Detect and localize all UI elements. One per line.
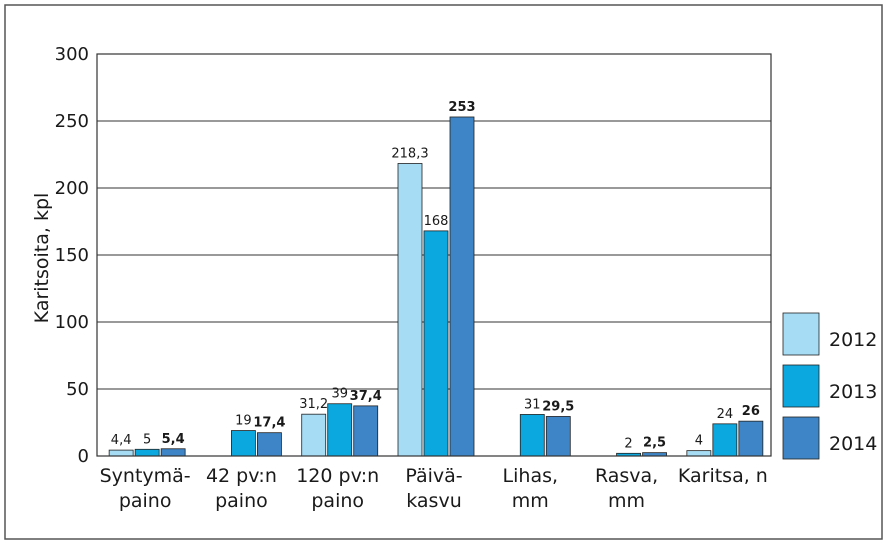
bar-value-label: 4,4 [111, 433, 132, 448]
bar-2012 [686, 450, 712, 457]
bar-2012 [397, 163, 423, 457]
bar-2012 [301, 413, 327, 457]
bar-value-label: 218,3 [391, 146, 428, 161]
bar-2014 [257, 432, 282, 457]
bar-value-label: 29,5 [542, 399, 574, 414]
bar-value-label: 37,4 [350, 389, 382, 404]
bar-value-label: 168 [424, 214, 449, 229]
bar-2013 [134, 448, 160, 457]
bar-2014 [160, 448, 186, 457]
bar-value-label: 2,5 [643, 436, 666, 451]
legend-label: 2013 [829, 381, 877, 403]
bar-2013 [231, 430, 256, 457]
y-tick-label: 250 [55, 111, 89, 132]
bar-value-label: 17,4 [253, 416, 285, 431]
axes: 0 50 100 150 200 250 300 Syntymä-paino 42 pv:n pa… [55, 44, 772, 512]
bar-value-label: 24 [717, 407, 734, 422]
bar-2014 [449, 116, 475, 457]
legend-swatch-2014 [782, 416, 820, 460]
y-tick-label: 150 [55, 245, 89, 266]
bar-2013 [519, 414, 545, 457]
bar-value-label: 253 [448, 100, 475, 115]
bar-value-label: 2 [624, 436, 632, 451]
bar-value-labels: 4,4 5 5,4 19 17,4 31,239 37,4 218,3 168 253 31 29,5… [111, 100, 760, 451]
y-tick-label: 100 [55, 312, 89, 333]
legend: 2012 2013 2014 [782, 312, 877, 460]
y-axis-title: Karitsoita, kpl [31, 193, 53, 324]
y-tick-label: 0 [78, 446, 89, 467]
bar-2013 [327, 403, 353, 457]
bar-2013 [423, 230, 449, 457]
bar-value-label: 5 [143, 432, 151, 447]
x-category-label: Päivä-kasvu [405, 465, 462, 512]
bar-2014 [738, 420, 764, 457]
bars [108, 116, 764, 457]
y-tick-label: 200 [55, 178, 89, 199]
bar-value-label: 31,2 [299, 397, 328, 412]
bar-value-label: 31 [524, 397, 541, 412]
bar-2012 [108, 449, 134, 457]
plot-area-border [96, 53, 772, 457]
bar-value-label: 39 [331, 387, 348, 402]
y-tick-label: 300 [55, 44, 89, 65]
bar-value-label: 4 [695, 434, 703, 449]
y-tick-label: 50 [66, 379, 89, 400]
legend-label: 2012 [829, 329, 877, 351]
legend-swatch-2013 [782, 364, 820, 408]
bar-2014 [545, 416, 571, 457]
x-category-label: Lihas, mm [503, 465, 559, 512]
bar-value-label: 5,4 [162, 432, 185, 447]
bar-value-label: 19 [235, 414, 252, 429]
x-category-label: 42 pv:n paino [206, 465, 277, 512]
legend-label: 2014 [829, 433, 877, 455]
x-category-label: Syntymä-paino [100, 465, 191, 512]
x-category-label: Karitsa, n [678, 465, 768, 487]
legend-swatch-2012 [782, 312, 820, 356]
bar-2013 [712, 423, 738, 457]
x-category-label: 120 pv:n paino [296, 465, 379, 512]
bar-2014 [353, 405, 379, 457]
bar-value-label: 26 [742, 404, 760, 419]
x-category-label: Rasva, mm [595, 465, 658, 512]
